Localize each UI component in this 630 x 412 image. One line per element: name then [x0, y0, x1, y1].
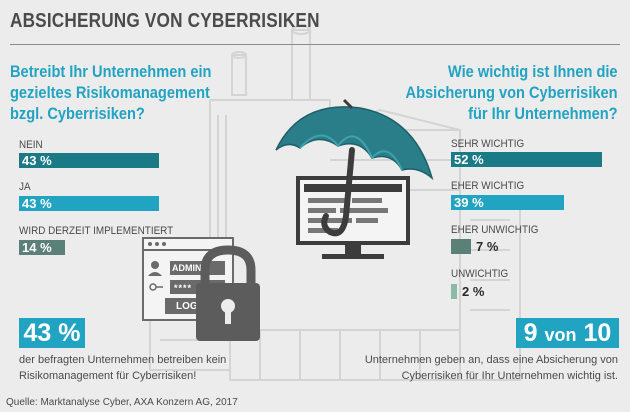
bar-unwichtig [451, 284, 457, 299]
bar-label-sehr-wichtig: SEHR WICHTIG [451, 138, 525, 150]
bar-eher-wichtig [451, 195, 564, 210]
bar-implementiert [19, 240, 65, 255]
page-title: ABSICHERUNG VON CYBERRISIKEN [10, 10, 320, 32]
bar-label-nein: NEIN [19, 139, 43, 151]
highlight-left-value: 43 % [23, 319, 81, 347]
title-divider [10, 44, 620, 45]
login-admin-text: ADMIN [172, 263, 202, 273]
bar-value-implementiert: 14 % [22, 240, 52, 255]
bar-value-unwichtig: 2 % [462, 284, 485, 299]
bar-value-eher-unwichtig: 7 % [476, 239, 499, 254]
right-question: Wie wichtig ist Ihnen die Absicherung vo… [406, 61, 618, 124]
highlight-right-caption: Unternehmen geben an, dass eine Absicher… [365, 352, 618, 384]
bar-sehr-wichtig [451, 152, 602, 167]
highlight-left-box: 43 % [19, 318, 85, 348]
bar-label-eher-wichtig: EHER WICHTIG [451, 180, 525, 192]
left-question-line-1: Betreibt Ihr Unternehmen ein [10, 62, 212, 81]
bar-label-implementiert: WIRD DERZEIT IMPLEMENTIERT [19, 225, 174, 237]
left-question-line-3: bzgl. Cyberrisiken? [10, 104, 145, 123]
highlight-left-caption-line-1: der befragten Unternehmen betreiben kein [19, 354, 227, 366]
login-button-text: LOGI [176, 301, 201, 312]
highlight-left-caption: der befragten Unternehmen betreiben kein… [19, 352, 226, 384]
right-question-line-2: Absicherung von Cyberrisiken [405, 83, 618, 102]
bar-value-nein: 43 % [22, 153, 52, 168]
right-question-line-1: Wie wichtig ist Ihnen die [448, 62, 618, 81]
highlight-left-caption-line-2: Risikomanagement für Cyberrisiken! [19, 370, 197, 382]
highlight-right-caption-line-2: Cyberrisiken für Ihr Unternehmen wichtig… [401, 370, 618, 382]
login-password-text: **** [174, 283, 193, 293]
bar-eher-unwichtig [451, 239, 471, 254]
bar-value-sehr-wichtig: 52 % [454, 152, 484, 167]
bar-label-ja: JA [19, 181, 31, 193]
left-question: Betreibt Ihr Unternehmen ein gezieltes R… [10, 61, 211, 124]
highlight-right-word: von [544, 325, 577, 345]
bar-value-eher-wichtig: 39 % [454, 195, 484, 210]
bar-label-eher-unwichtig: EHER UNWICHTIG [451, 224, 539, 236]
bar-nein [19, 153, 159, 168]
highlight-right-box: 9 von 10 [516, 318, 619, 348]
highlight-right-num: 9 [523, 319, 538, 347]
highlight-right-den: 10 [583, 319, 612, 347]
bar-value-ja: 43 % [22, 196, 52, 211]
bar-label-unwichtig: UNWICHTIG [451, 268, 509, 280]
right-question-line-3: für Ihr Unternehmen? [468, 104, 618, 123]
left-question-line-2: gezieltes Risikomanagement [10, 83, 210, 102]
source-note: Quelle: Marktanalyse Cyber, AXA Konzern … [6, 397, 238, 408]
highlight-right-caption-line-1: Unternehmen geben an, dass eine Absicher… [364, 354, 618, 366]
bar-ja [19, 196, 159, 211]
